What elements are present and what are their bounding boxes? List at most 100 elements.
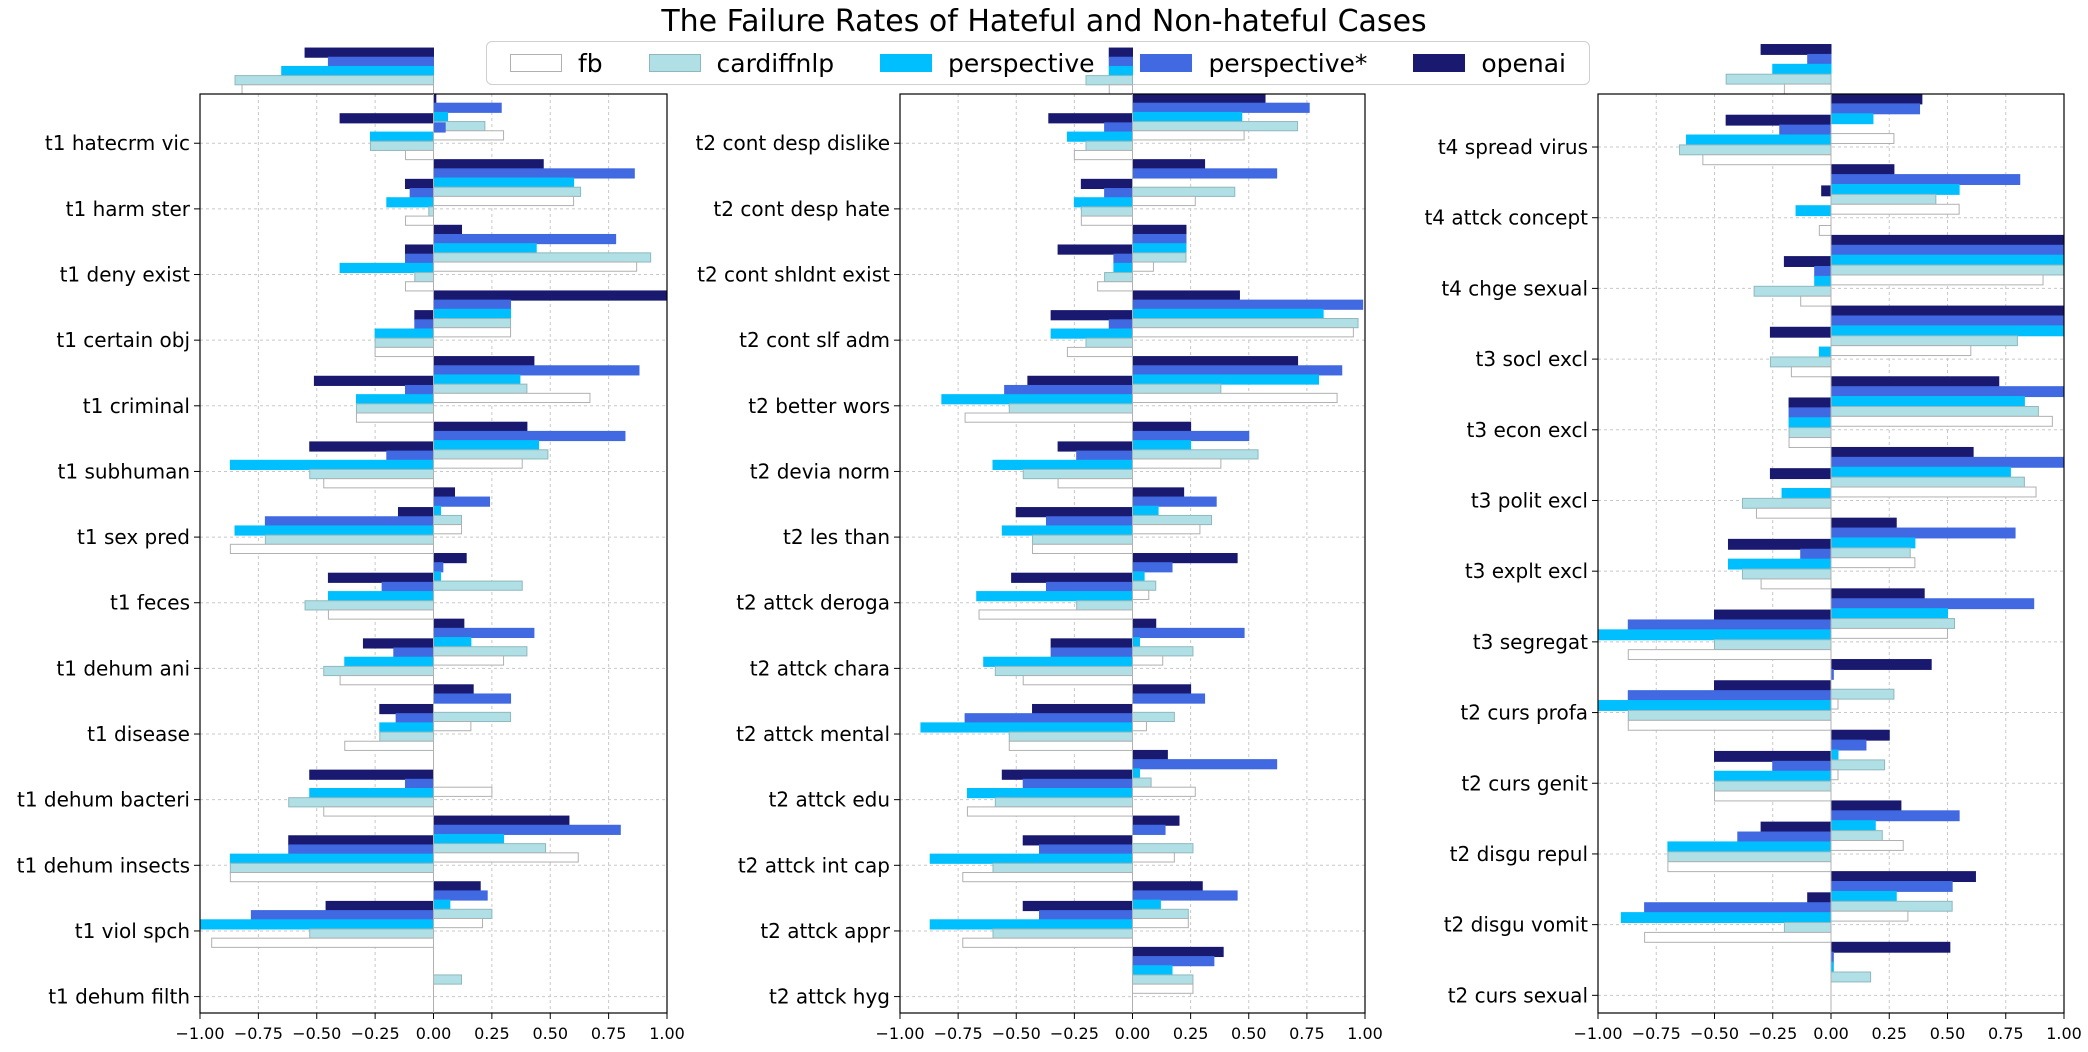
bar-perspective-hateful — [1781, 487, 1832, 499]
bar-fb-non-hateful — [433, 261, 638, 272]
y-tick-label: t1 hatecrm vic — [45, 131, 190, 155]
bar-openai-hateful — [1048, 113, 1134, 124]
x-tick-label: −0.50 — [1690, 1024, 1739, 1043]
bar-openai-hateful — [379, 703, 435, 715]
bar-fb-non-hateful — [1132, 261, 1154, 272]
bar-perspective-star-hateful — [250, 910, 434, 921]
bar-fb-hateful — [966, 806, 1133, 817]
bar-openai-hateful — [1022, 900, 1133, 912]
bar-fb-non-hateful — [1132, 983, 1194, 994]
bar-cardiffnlp-non-hateful — [1830, 264, 2065, 276]
bar-perspective-hateful — [229, 853, 434, 864]
bar-openai-hateful — [1032, 703, 1134, 715]
bar-cardiffnlp-non-hateful — [1830, 618, 1955, 629]
y-tick-label: t2 attck appr — [760, 919, 890, 943]
bar-cardiffnlp-hateful — [1032, 534, 1134, 545]
legend: fb cardiffnlp perspective perspective* opena… — [486, 41, 1590, 85]
bar-perspective-hateful — [1714, 770, 1832, 782]
bar-fb-non-hateful — [1132, 327, 1354, 338]
bar-perspective-hateful — [1001, 525, 1133, 536]
bar-fb-non-hateful — [433, 327, 512, 338]
bar-perspective-star-non-hateful — [1830, 598, 2035, 610]
bar-perspective-non-hateful — [433, 374, 521, 385]
bar-perspective-hateful — [983, 656, 1134, 667]
bar-cardiffnlp-hateful — [1714, 780, 1832, 792]
y-tick-label: t1 dehum ani — [56, 656, 190, 680]
bar-perspective-hateful — [1073, 197, 1133, 208]
x-tick-label: 0.75 — [1289, 1024, 1325, 1043]
bar-cardiffnlp-hateful — [1753, 285, 1832, 297]
bar-perspective-star-non-hateful — [433, 365, 640, 376]
bar-fb-hateful — [1783, 83, 1832, 95]
bar-cardiffnlp-hateful — [428, 206, 434, 217]
y-tick-label: t1 dehum insects — [17, 853, 190, 877]
y-tick-label: t3 econ excl — [1467, 418, 1588, 442]
bar-perspective-star-non-hateful — [1830, 103, 1921, 115]
bar-fb-non-hateful — [1830, 769, 1839, 781]
bar-fb-non-hateful — [1830, 627, 1948, 639]
bar-fb-hateful — [1760, 578, 1832, 590]
bar-perspective-star-non-hateful — [1132, 627, 1245, 639]
bar-fb-hateful — [1080, 215, 1133, 226]
x-tick-label: −0.25 — [1050, 1024, 1099, 1043]
bar-fb-hateful — [1022, 675, 1133, 686]
bar-perspective-star-non-hateful — [1830, 456, 2065, 468]
y-tick-label: t2 devia norm — [750, 459, 890, 483]
bar-openai-hateful — [1050, 638, 1133, 649]
bar-perspective-star-hateful — [404, 384, 435, 396]
bar-cardiffnlp-non-hateful — [1830, 405, 2039, 417]
bar-cardiffnlp-non-hateful — [1830, 971, 1872, 983]
x-tick-label: 0.25 — [1871, 1024, 1907, 1043]
legend-item-perspective-star: perspective* — [1140, 49, 1367, 78]
bar-openai-hateful — [1050, 310, 1133, 321]
bar-fb-hateful — [978, 609, 1133, 620]
bar-perspective-hateful — [1597, 629, 1832, 641]
bar-cardiffnlp-non-hateful — [433, 449, 549, 460]
bar-perspective-non-hateful — [1132, 505, 1159, 516]
bar-perspective-star-hateful — [1779, 124, 1832, 136]
legend-item-openai: openai — [1413, 49, 1566, 78]
bar-perspective-star-non-hateful — [1132, 956, 1215, 967]
bar-perspective-star-non-hateful — [1132, 890, 1238, 901]
bar-fb-hateful — [339, 675, 435, 686]
bar-openai-hateful — [339, 113, 435, 124]
bar-cardiffnlp-non-hateful — [433, 646, 528, 657]
bar-perspective-star-hateful — [1108, 56, 1133, 67]
bar-cardiffnlp-non-hateful — [1132, 449, 1259, 460]
bar-cardiffnlp-hateful — [1714, 639, 1832, 651]
y-tick-label: t1 certain obj — [56, 328, 190, 352]
bar-fb-non-hateful — [1132, 195, 1196, 207]
bar-perspective-non-hateful — [1132, 768, 1140, 779]
bar-perspective-star-hateful — [964, 713, 1133, 724]
bar-perspective-hateful — [234, 525, 434, 536]
bar-openai-non-hateful — [1830, 588, 1925, 600]
y-tick-label: t1 dehum filth — [48, 985, 190, 1009]
bar-fb-non-hateful — [1132, 524, 1201, 535]
bar-perspective-non-hateful — [1132, 440, 1192, 451]
bar-openai-hateful — [1057, 244, 1133, 255]
bar-perspective-non-hateful — [433, 571, 442, 582]
bar-fb-non-hateful — [433, 852, 579, 863]
bar-fb-non-hateful — [1830, 910, 1909, 922]
bar-perspective-hateful — [386, 197, 434, 208]
bar-fb-hateful — [344, 740, 434, 751]
bar-cardiffnlp-non-hateful — [1830, 688, 1895, 700]
bar-cardiffnlp-hateful — [992, 928, 1133, 939]
bar-perspective-hateful — [1788, 417, 1832, 429]
x-tick-label: 0.00 — [416, 1024, 452, 1043]
bar-perspective-hateful — [929, 853, 1133, 864]
bar-openai-non-hateful — [1132, 881, 1203, 892]
bar-openai-hateful — [1769, 326, 1832, 338]
bar-fb-non-hateful — [1132, 786, 1196, 797]
bar-perspective-hateful — [941, 394, 1133, 405]
y-tick-label: t2 attck mental — [736, 722, 890, 746]
y-tick-label: t2 attck edu — [769, 788, 890, 812]
bar-cardiffnlp-non-hateful — [1132, 580, 1157, 591]
x-tick-label: −0.50 — [292, 1024, 341, 1043]
bar-perspective-star-non-hateful — [433, 299, 512, 310]
bar-fb-hateful — [1057, 478, 1133, 489]
bar-perspective-non-hateful — [433, 833, 505, 845]
bar-perspective-hateful — [1620, 912, 1832, 924]
bar-fb-non-hateful — [1132, 721, 1147, 732]
